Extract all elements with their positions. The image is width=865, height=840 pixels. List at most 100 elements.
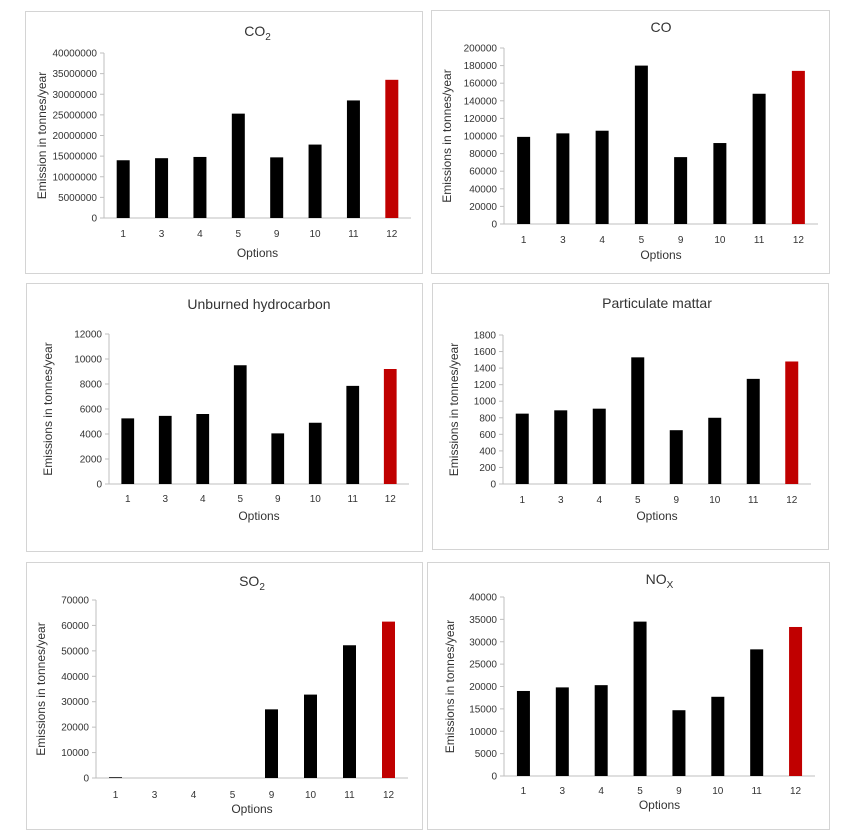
x-tick-label: 9 xyxy=(676,786,682,797)
chart-svg: Particulate mattar 0 200 400 600 800 1000 1200 1… xyxy=(447,295,811,523)
bar-option-9 xyxy=(669,430,683,484)
x-tick-label: 9 xyxy=(274,229,280,240)
x-tick-label: 10 xyxy=(310,229,322,240)
bar-option-5 xyxy=(634,65,648,224)
x-tick-label: 3 xyxy=(162,494,168,505)
x-tick-label: 9 xyxy=(269,790,275,801)
y-tick-label: 40000000 xyxy=(53,49,98,60)
x-axis-label: Options xyxy=(231,802,272,816)
y-tick-label: 30000 xyxy=(469,637,497,648)
x-tick-label: 4 xyxy=(197,229,203,240)
bar-option-9 xyxy=(674,157,688,224)
bar-option-5 xyxy=(233,365,247,484)
y-tick-label: 180000 xyxy=(464,61,498,72)
x-tick-label: 10 xyxy=(709,495,721,506)
x-tick-label: 3 xyxy=(152,790,158,801)
y-tick-label: 20000 xyxy=(469,202,497,213)
y-tick-label: 800 xyxy=(479,413,496,424)
x-tick-label: 5 xyxy=(236,229,242,240)
chart-panel-nox: NOX 0 5000 10000 15000 20000 25000 30000 35000 40… xyxy=(427,562,830,830)
y-tick-label: 0 xyxy=(491,220,497,231)
y-tick-label: 40000 xyxy=(61,672,89,683)
bar-option-10 xyxy=(308,144,322,218)
bar-option-4 xyxy=(196,414,210,484)
x-tick-label: 4 xyxy=(598,786,604,797)
bar-option-4 xyxy=(595,130,609,224)
chart-title: Unburned hydrocarbon xyxy=(187,296,330,312)
y-axis-label: Emissions in tonnes/year xyxy=(34,622,48,755)
x-tick-label: 5 xyxy=(637,786,643,797)
bar-option-9 xyxy=(265,709,278,778)
bar-option-4 xyxy=(592,408,606,484)
x-tick-label: 5 xyxy=(635,495,641,506)
y-tick-label: 20000000 xyxy=(53,131,98,142)
x-tick-label: 10 xyxy=(714,235,726,246)
y-tick-label: 12000 xyxy=(74,330,102,341)
x-tick-label: 1 xyxy=(120,229,126,240)
chart-svg: CO 0 20000 40000 60000 80000 100000 120000 14000… xyxy=(440,19,818,262)
x-tick-label: 4 xyxy=(599,235,605,246)
x-tick-label: 12 xyxy=(385,494,397,505)
y-tick-label: 20000 xyxy=(469,682,497,693)
y-tick-label: 10000 xyxy=(74,355,102,366)
x-tick-label: 4 xyxy=(596,495,602,506)
y-tick-label: 200000 xyxy=(464,44,498,55)
y-tick-label: 1000 xyxy=(474,397,497,408)
y-axis-label: Emissions in tonnes/year xyxy=(41,342,55,475)
y-tick-label: 0 xyxy=(96,480,102,491)
x-axis-label: Options xyxy=(237,246,278,260)
x-tick-label: 11 xyxy=(348,229,359,240)
bar-option-12 xyxy=(789,626,803,776)
x-tick-label: 3 xyxy=(159,229,165,240)
bar-option-9 xyxy=(271,433,285,484)
bar-option-1 xyxy=(116,160,130,218)
y-tick-label: 160000 xyxy=(464,79,498,90)
bar-option-1 xyxy=(517,136,531,224)
bar-option-3 xyxy=(155,158,169,218)
bar-option-10 xyxy=(304,694,317,778)
bar-option-11 xyxy=(343,645,356,778)
y-tick-label: 60000 xyxy=(469,167,497,178)
x-tick-label: 11 xyxy=(751,786,762,797)
bar-option-11 xyxy=(346,385,360,484)
y-tick-label: 40000 xyxy=(469,184,497,195)
bar-option-12 xyxy=(383,369,397,484)
y-tick-label: 4000 xyxy=(80,430,103,441)
chart-title: CO xyxy=(651,19,672,35)
y-tick-label: 1800 xyxy=(474,331,497,342)
y-tick-label: 200 xyxy=(479,463,496,474)
x-tick-label: 1 xyxy=(125,494,131,505)
bar-option-3 xyxy=(554,410,568,484)
bar-option-4 xyxy=(594,685,608,776)
x-tick-label: 1 xyxy=(521,786,527,797)
x-tick-label: 3 xyxy=(560,786,566,797)
y-tick-label: 70000 xyxy=(61,596,89,607)
bar-option-3 xyxy=(158,415,172,484)
y-axis-label: Emissions in tonnes/year xyxy=(440,69,454,202)
bar-option-11 xyxy=(346,100,360,218)
x-tick-label: 1 xyxy=(521,235,527,246)
y-tick-label: 10000 xyxy=(61,748,89,759)
x-axis-label: Options xyxy=(640,248,681,262)
y-tick-label: 20000 xyxy=(61,723,89,734)
bar-option-1 xyxy=(109,777,122,778)
y-tick-label: 30000 xyxy=(61,697,89,708)
bar-option-1 xyxy=(516,690,530,776)
y-tick-label: 8000 xyxy=(80,380,103,391)
x-tick-label: 1 xyxy=(519,495,525,506)
x-tick-label: 9 xyxy=(673,495,679,506)
x-axis-label: Options xyxy=(238,509,279,523)
y-tick-label: 400 xyxy=(479,446,496,457)
bar-option-12 xyxy=(785,361,799,484)
chart-panel-unburned-hydrocarbon: Unburned hydrocarbon 0 2000 4000 6000 8000 100… xyxy=(26,283,423,552)
chart-panel-co2: CO2 0 5000000 10000000 15000000 20000000 25000… xyxy=(25,11,423,274)
chart-title: NOX xyxy=(646,571,674,591)
x-tick-label: 10 xyxy=(305,790,317,801)
bar-option-10 xyxy=(308,422,322,484)
chart-svg: SO2 0 10000 20000 30000 40000 50000 60000 70000 1… xyxy=(34,573,408,816)
x-tick-label: 3 xyxy=(560,235,566,246)
y-tick-label: 0 xyxy=(491,772,497,783)
bar-option-12 xyxy=(385,79,399,218)
y-tick-label: 60000 xyxy=(61,621,89,632)
chart-panel-so2: SO2 0 10000 20000 30000 40000 50000 60000 70000 1… xyxy=(26,562,423,830)
